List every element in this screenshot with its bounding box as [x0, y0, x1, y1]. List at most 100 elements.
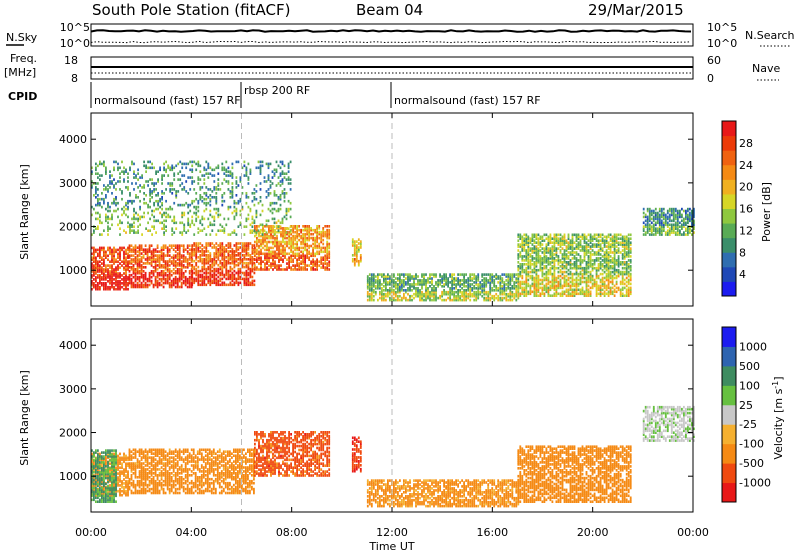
data-cell: [423, 294, 425, 298]
data-cell: [161, 213, 163, 217]
data-cell: [241, 242, 244, 245]
data-cell: [117, 256, 119, 259]
data-cell: [623, 249, 626, 252]
data-cell: [178, 271, 181, 275]
data-cell: [549, 270, 552, 274]
data-cell: [298, 258, 300, 261]
data-cell: [658, 221, 661, 225]
data-cell: [215, 261, 218, 265]
data-cell: [294, 248, 296, 252]
data-cell: [296, 268, 298, 271]
data-cell: [519, 284, 522, 288]
data-cell: [654, 217, 657, 221]
data-cell: [674, 231, 677, 234]
data-cell: [132, 285, 135, 289]
data-cell: [320, 260, 323, 263]
data-cell: [215, 283, 218, 287]
data-cell: [447, 292, 449, 296]
data-cell: [197, 160, 200, 164]
data-cell: [97, 287, 99, 291]
data-cell: [607, 266, 610, 270]
data-cell: [623, 272, 626, 276]
data-cell: [489, 281, 492, 284]
data-cell: [185, 166, 188, 170]
data-cell: [205, 283, 208, 287]
data-cell: [195, 250, 198, 253]
data-cell: [203, 217, 206, 221]
data-cell: [125, 170, 127, 173]
data-cell: [95, 256, 97, 259]
data-cell: [231, 196, 234, 199]
data-cell: [133, 215, 135, 219]
data-cell: [95, 283, 97, 287]
data-cell: [262, 238, 264, 242]
data-cell: [213, 244, 216, 247]
data-cell: [249, 256, 252, 259]
data-cell: [95, 272, 97, 275]
data-cell: [499, 277, 502, 280]
data-cell: [165, 207, 167, 211]
data-cell: [613, 257, 616, 260]
data-cell: [284, 236, 286, 240]
data-cell: [211, 174, 214, 177]
data-cell: [166, 248, 169, 251]
data-cell: [559, 278, 562, 282]
data-cell: [489, 279, 492, 282]
data-cell: [531, 247, 534, 250]
data-cell: [379, 287, 381, 290]
data-cell: [541, 259, 544, 262]
data-cell: [393, 279, 395, 282]
data-cell: [391, 290, 393, 294]
data-cell: [429, 292, 431, 296]
data-cell: [605, 245, 608, 248]
data-cell: [138, 250, 141, 253]
data-cell: [619, 282, 622, 286]
data-cell: [247, 258, 250, 261]
data-cell: [175, 196, 178, 199]
data-cell: [543, 286, 546, 290]
data-cell: [529, 290, 532, 294]
data-cell: [237, 248, 240, 251]
data-cell: [465, 298, 467, 302]
data-cell: [322, 262, 325, 265]
data-cell: [322, 227, 325, 230]
data-cell: [243, 248, 246, 251]
data-cell: [674, 217, 677, 221]
data-cell: [407, 287, 409, 290]
data-cell: [260, 248, 262, 252]
data-cell: [292, 252, 294, 256]
data-cell: [316, 236, 318, 240]
data-cell: [113, 252, 115, 256]
data-cell: [511, 273, 514, 276]
data-cell: [262, 260, 264, 263]
data-cell: [99, 174, 101, 177]
data-cell: [239, 197, 242, 201]
data-cell: [533, 235, 536, 239]
data-cell: [672, 223, 675, 227]
data-cell: [605, 274, 608, 278]
data-cell: [353, 240, 356, 243]
data-cell: [167, 164, 170, 168]
data-cell: [215, 250, 218, 253]
data-cell: [523, 268, 526, 272]
data-cell: [603, 294, 606, 297]
data-cell: [359, 244, 362, 247]
data-cell: [177, 172, 180, 175]
data-cell: [629, 237, 632, 240]
data-cell: [274, 264, 276, 267]
data-cell: [256, 242, 258, 246]
data-cell: [115, 274, 117, 277]
data-cell: [173, 188, 176, 191]
data-cell: [666, 225, 669, 228]
data-cell: [205, 250, 208, 253]
data-cell: [154, 268, 157, 271]
data-cell: [547, 292, 550, 296]
data-cell: [413, 292, 415, 296]
data-cell: [186, 285, 189, 289]
data-cell: [195, 192, 198, 195]
data-cell: [183, 227, 186, 230]
data-cell: [543, 276, 546, 280]
data-cell: [132, 266, 135, 269]
data-cell: [575, 266, 578, 270]
data-cell: [162, 275, 165, 279]
